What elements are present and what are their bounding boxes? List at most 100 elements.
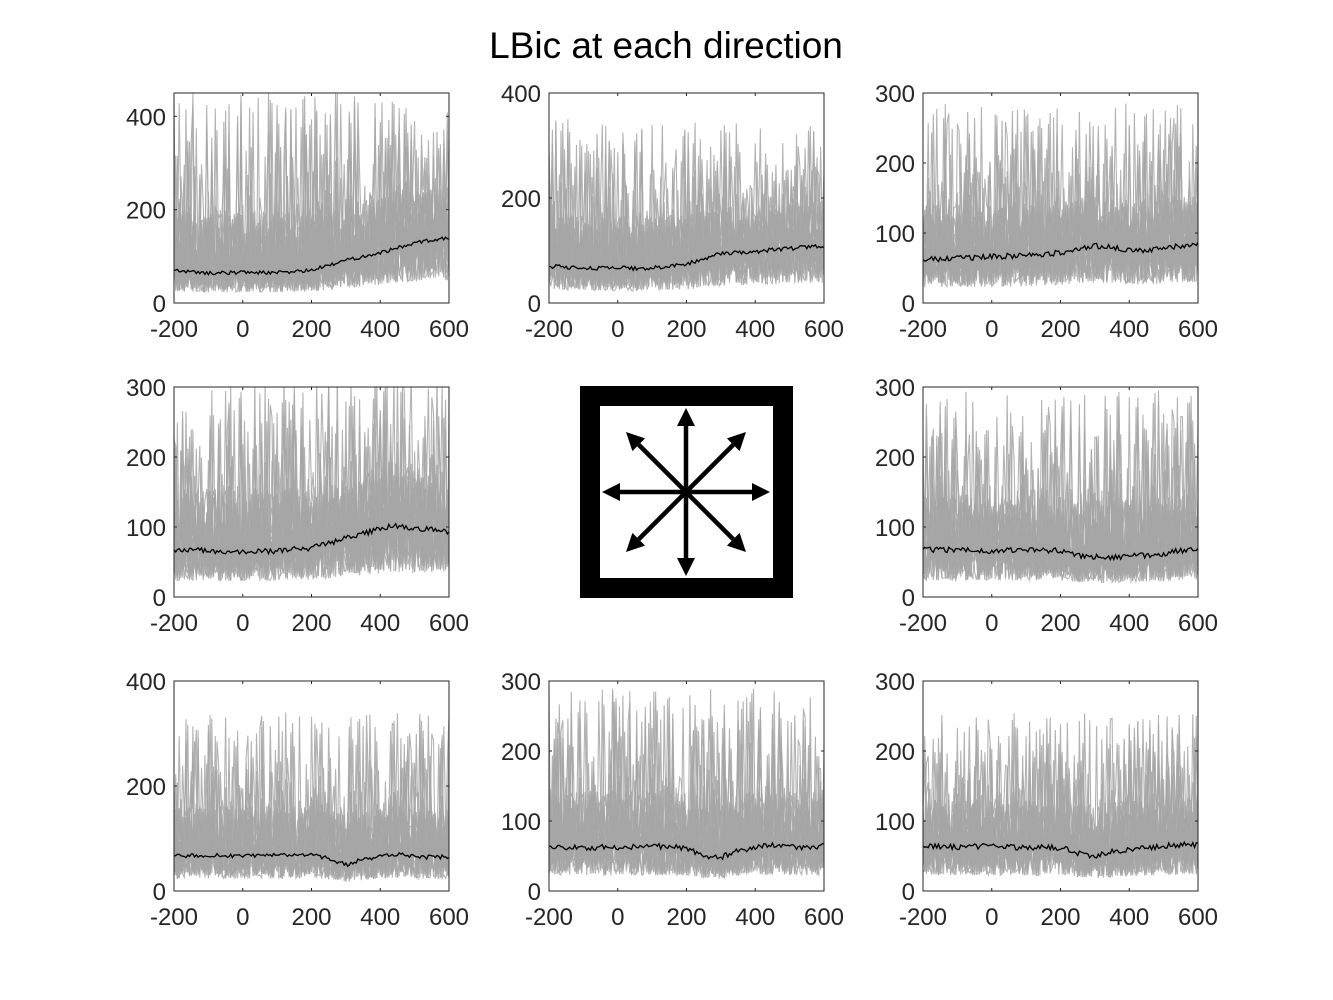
- x-tick-label: -200: [525, 316, 573, 343]
- y-tick-label: 100: [875, 515, 915, 542]
- x-tick-label: 0: [985, 316, 998, 343]
- x-tick-label: 400: [735, 316, 775, 343]
- trial-traces: [923, 713, 1198, 879]
- y-tick-label: 200: [126, 774, 166, 801]
- x-tick-label: 200: [666, 316, 706, 343]
- x-tick-label: 400: [360, 610, 400, 637]
- y-tick-label: 300: [875, 669, 915, 696]
- arrow-head: [626, 532, 646, 552]
- mean-line: [174, 236, 449, 277]
- x-tick-label: 200: [291, 316, 331, 343]
- x-tick-label: 0: [611, 904, 624, 931]
- y-tick-label: 200: [126, 198, 166, 225]
- trial-trace: [923, 719, 1198, 877]
- y-tick-label: 300: [501, 669, 541, 696]
- arrow-head: [602, 483, 620, 501]
- x-tick-label: 0: [985, 904, 998, 931]
- y-tick-label: 100: [501, 809, 541, 836]
- x-tick-label: 0: [236, 610, 249, 637]
- x-tick-label: 400: [360, 316, 400, 343]
- x-tick-label: 200: [1040, 316, 1080, 343]
- arrow-shaft: [684, 490, 735, 541]
- x-tick-label: -200: [899, 904, 947, 931]
- arrow-shaft: [637, 443, 688, 494]
- eight-direction-arrows-icon: [580, 386, 793, 598]
- y-tick-label: 300: [875, 81, 915, 108]
- x-tick-label: 600: [429, 610, 469, 637]
- x-tick-label: 200: [291, 904, 331, 931]
- arrow-shaft: [684, 443, 735, 494]
- y-tick-label: 400: [126, 669, 166, 696]
- mean-line: [174, 851, 449, 868]
- x-tick-label: 400: [1109, 610, 1149, 637]
- y-tick-label: 0: [902, 585, 915, 612]
- x-tick-label: 600: [429, 904, 469, 931]
- mean-line: [923, 546, 1198, 562]
- trial-traces: [923, 103, 1198, 288]
- mean-line: [549, 243, 824, 272]
- x-tick-label: -200: [525, 904, 573, 931]
- x-tick-label: 0: [985, 610, 998, 637]
- arrow-shaft: [637, 490, 688, 541]
- y-tick-label: 200: [875, 445, 915, 472]
- trial-trace: [923, 714, 1198, 877]
- y-tick-label: 200: [501, 186, 541, 213]
- y-tick-label: 0: [153, 291, 166, 318]
- x-tick-label: -200: [899, 610, 947, 637]
- arrow-head: [626, 432, 646, 452]
- arrow-head: [677, 558, 695, 576]
- trial-trace: [549, 701, 824, 876]
- x-tick-label: 600: [1178, 904, 1218, 931]
- y-tick-label: 100: [875, 809, 915, 836]
- x-tick-label: 400: [735, 904, 775, 931]
- x-tick-label: -200: [899, 316, 947, 343]
- x-tick-label: 200: [666, 904, 706, 931]
- trial-traces: [174, 712, 449, 882]
- y-tick-label: 0: [902, 291, 915, 318]
- arrow-head: [752, 483, 770, 501]
- trial-trace: [923, 721, 1198, 878]
- x-tick-label: 400: [1109, 316, 1149, 343]
- trial-traces: [549, 688, 824, 880]
- x-tick-label: 600: [1178, 610, 1218, 637]
- trial-traces: [549, 119, 824, 292]
- x-tick-label: 600: [1178, 316, 1218, 343]
- y-tick-label: 0: [153, 585, 166, 612]
- y-tick-label: 200: [126, 445, 166, 472]
- y-tick-label: 200: [501, 739, 541, 766]
- x-tick-label: 400: [1109, 904, 1149, 931]
- arrow-head: [677, 408, 695, 426]
- x-tick-label: -200: [150, 904, 198, 931]
- x-tick-label: 600: [804, 316, 844, 343]
- trial-trace: [923, 109, 1198, 287]
- trial-trace: [549, 122, 824, 292]
- x-tick-label: 200: [291, 610, 331, 637]
- x-tick-label: 600: [429, 316, 469, 343]
- y-tick-label: 0: [153, 879, 166, 906]
- mean-line: [923, 840, 1198, 860]
- y-tick-label: 300: [126, 375, 166, 402]
- mean-line: [923, 241, 1198, 263]
- y-tick-label: 0: [528, 879, 541, 906]
- figure-title: LBic at each direction: [489, 25, 843, 66]
- x-tick-label: 600: [804, 904, 844, 931]
- y-tick-label: 0: [902, 879, 915, 906]
- arrow-head: [726, 532, 746, 552]
- x-tick-label: 200: [1040, 610, 1080, 637]
- x-tick-label: 400: [360, 904, 400, 931]
- trial-trace: [923, 397, 1198, 582]
- arrow-head: [726, 432, 746, 452]
- y-tick-label: 400: [126, 104, 166, 131]
- y-tick-label: 0: [528, 291, 541, 318]
- trial-traces: [174, 387, 449, 583]
- trial-trace: [174, 722, 449, 881]
